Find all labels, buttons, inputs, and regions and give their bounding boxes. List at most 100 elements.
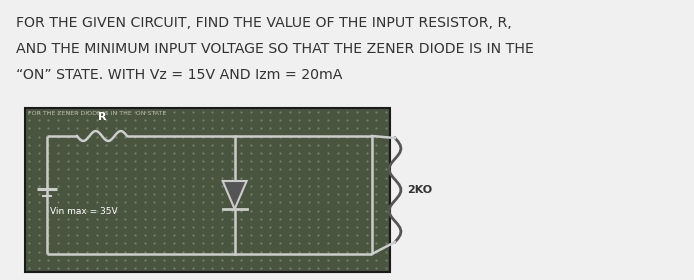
Point xyxy=(380,266,391,270)
Point xyxy=(207,134,218,139)
Point xyxy=(197,126,208,131)
Point xyxy=(217,110,228,114)
Point xyxy=(101,159,112,164)
Point xyxy=(380,143,391,147)
Point xyxy=(33,208,44,213)
Point xyxy=(110,151,121,155)
Point xyxy=(332,208,344,213)
Point xyxy=(187,143,198,147)
Point xyxy=(236,143,247,147)
Point xyxy=(342,151,353,155)
Point xyxy=(43,258,54,262)
Point xyxy=(371,233,382,237)
Point xyxy=(226,216,237,221)
Point xyxy=(351,225,362,229)
Point xyxy=(351,216,362,221)
Point xyxy=(380,151,391,155)
Point xyxy=(130,151,141,155)
Point xyxy=(313,159,324,164)
Point xyxy=(52,192,63,196)
Point xyxy=(236,216,247,221)
Point xyxy=(284,159,295,164)
Point xyxy=(81,176,92,180)
Point xyxy=(168,200,179,205)
Point xyxy=(342,143,353,147)
Point xyxy=(101,225,112,229)
Point xyxy=(332,118,344,122)
Point xyxy=(81,192,92,196)
Point xyxy=(361,249,372,254)
Point xyxy=(342,258,353,262)
Point xyxy=(274,118,285,122)
Point xyxy=(197,216,208,221)
Point xyxy=(294,216,305,221)
Point xyxy=(255,249,266,254)
Point xyxy=(332,159,344,164)
Point xyxy=(168,134,179,139)
Text: R: R xyxy=(98,112,106,122)
Point xyxy=(264,184,276,188)
Point xyxy=(81,208,92,213)
Point xyxy=(101,233,112,237)
Point xyxy=(380,110,391,114)
Point xyxy=(139,249,151,254)
Point xyxy=(342,134,353,139)
Point xyxy=(187,176,198,180)
Point xyxy=(264,208,276,213)
Point xyxy=(120,134,131,139)
Point xyxy=(323,241,334,246)
Point xyxy=(24,216,35,221)
Point xyxy=(313,208,324,213)
Point xyxy=(139,151,151,155)
Point xyxy=(178,208,189,213)
Point xyxy=(264,118,276,122)
Point xyxy=(33,110,44,114)
Point xyxy=(110,184,121,188)
Point xyxy=(371,208,382,213)
Point xyxy=(91,192,102,196)
Point xyxy=(158,167,169,172)
Point xyxy=(130,241,141,246)
Point xyxy=(207,216,218,221)
Point xyxy=(236,167,247,172)
Point xyxy=(71,176,83,180)
Point xyxy=(149,184,160,188)
Point xyxy=(158,184,169,188)
Point xyxy=(197,184,208,188)
Point xyxy=(226,134,237,139)
Point xyxy=(313,216,324,221)
Point xyxy=(24,143,35,147)
Point xyxy=(236,208,247,213)
Point xyxy=(33,151,44,155)
Point xyxy=(217,225,228,229)
Point xyxy=(303,126,314,131)
Point xyxy=(371,249,382,254)
Point xyxy=(255,258,266,262)
Point xyxy=(246,151,257,155)
Point xyxy=(323,134,334,139)
Point xyxy=(149,266,160,270)
Point xyxy=(81,200,92,205)
Point xyxy=(246,118,257,122)
Point xyxy=(255,192,266,196)
Point xyxy=(197,258,208,262)
Point xyxy=(323,216,334,221)
Point xyxy=(130,118,141,122)
Point xyxy=(130,167,141,172)
Point xyxy=(264,143,276,147)
Point xyxy=(52,258,63,262)
Point xyxy=(71,249,83,254)
Point xyxy=(139,134,151,139)
Point xyxy=(168,216,179,221)
Point xyxy=(207,118,218,122)
Point xyxy=(197,233,208,237)
Text: Vin max = 35V: Vin max = 35V xyxy=(50,207,117,216)
Point xyxy=(178,134,189,139)
Point xyxy=(197,118,208,122)
Point xyxy=(246,134,257,139)
Point xyxy=(255,208,266,213)
Point xyxy=(351,159,362,164)
Point xyxy=(332,192,344,196)
Point xyxy=(110,159,121,164)
Point xyxy=(197,241,208,246)
